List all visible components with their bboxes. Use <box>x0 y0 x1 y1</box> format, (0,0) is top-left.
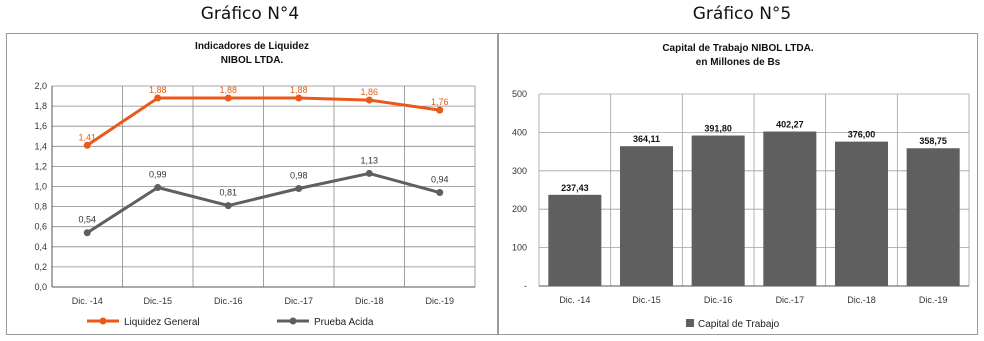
chart2-data-label: 364,11 <box>633 134 660 144</box>
chart1-data-label: 1,86 <box>360 87 378 97</box>
chart1-data-point <box>224 202 232 210</box>
chart2-data-label: 402,27 <box>776 120 804 130</box>
chart1-ytick-label: 0,4 <box>34 242 47 252</box>
chart2-bar <box>619 146 674 286</box>
chart1-ytick-label: 0,8 <box>34 202 47 212</box>
chart1-data-label: 0,99 <box>149 170 167 180</box>
chart1-xtick-label: Dic.-15 <box>143 296 172 306</box>
chart2-ytick-label: - <box>524 281 527 291</box>
chart1-data-point <box>295 94 303 102</box>
chart2-bar <box>906 148 960 286</box>
chart1-series-line-1 <box>86 171 441 234</box>
chart2-ytick-label: 300 <box>512 166 527 176</box>
chart1-title: Indicadores de Liquidez <box>195 41 309 52</box>
chart2-subtitle: en Millones de Bs <box>696 57 781 68</box>
chart2-legend-label: Capital de Trabajo <box>698 319 780 330</box>
chart1-data-point <box>83 229 91 237</box>
chart1-ytick-label: 0,6 <box>34 222 47 232</box>
chart2-xtick-label: Dic.-18 <box>847 295 876 305</box>
chart1-data-label: 1,13 <box>360 155 378 165</box>
chart1-xtick-label: Dic. -14 <box>72 296 103 306</box>
chart1-ytick-label: 0,2 <box>34 262 47 272</box>
liquidity-line-chart: Indicadores de Liquidez NIBOL LTDA. 0,0 0,2… <box>34 41 476 328</box>
chart1-ytick-label: 1,0 <box>34 182 47 192</box>
chart1-data-label: 1,76 <box>431 97 449 107</box>
chart1-data-point <box>365 169 373 177</box>
chart2-xtick-label: Dic. -14 <box>559 295 590 305</box>
chart2-data-label: 237,43 <box>561 183 589 193</box>
chart2-bar <box>834 141 889 286</box>
chart1-data-point <box>436 106 444 114</box>
chart1-ytick-label: 0,0 <box>34 282 47 292</box>
chart1-series-line-0 <box>86 96 440 147</box>
chart2-ytick-label: 400 <box>512 127 527 137</box>
chart1-data-label: 1,41 <box>78 132 96 142</box>
chart1-data-label: 1,88 <box>219 85 237 95</box>
chart1-xtick-label: Dic.-16 <box>214 296 243 306</box>
chart2-heading: Gráfico N°5 <box>692 4 792 24</box>
chart2-title: Capital de Trabajo NIBOL LTDA. <box>662 43 814 54</box>
chart1-legend-marker <box>289 317 297 325</box>
chart1-data-label: 0,81 <box>219 188 237 198</box>
chart2-ytick-label: 500 <box>512 89 527 99</box>
chart1-data-point <box>83 141 91 149</box>
working-capital-chart-frame: Capital de Trabajo NIBOL LTDA. en Millone… <box>498 33 978 335</box>
liquidity-chart-frame: Indicadores de Liquidez NIBOL LTDA. 0,0 0,2… <box>6 33 498 335</box>
chart1-ytick-label: 1,4 <box>34 141 47 151</box>
chart1-data-point <box>295 185 303 193</box>
chart1-data-label: 1,88 <box>149 85 167 95</box>
working-capital-bar-chart: Capital de Trabajo NIBOL LTDA. en Millone… <box>512 43 970 330</box>
chart1-xtick-label: Dic.-18 <box>355 296 384 306</box>
chart2-xtick-label: Dic.-17 <box>776 295 805 305</box>
chart1-data-point <box>154 184 162 192</box>
chart1-ytick-label: 1,8 <box>34 101 47 111</box>
chart1-ytick-label: 1,6 <box>34 121 47 131</box>
chart2-bar <box>691 135 745 286</box>
chart1-ytick-label: 1,2 <box>34 161 47 171</box>
chart1-data-point <box>154 94 162 102</box>
chart2-xtick-label: Dic.-16 <box>704 295 733 305</box>
chart1-data-label: 1,88 <box>290 85 308 95</box>
chart2-legend-swatch <box>686 319 694 327</box>
chart1-data-label: 0,54 <box>78 215 96 225</box>
chart1-data-label: 0,98 <box>290 171 308 181</box>
chart1-xtick-label: Dic.-19 <box>425 296 454 306</box>
chart1-data-label: 0,94 <box>431 175 449 185</box>
chart1-data-point <box>224 94 232 102</box>
chart1-heading: Gráfico N°4 <box>200 4 300 24</box>
chart1-legend-marker <box>99 317 107 325</box>
chart2-data-label: 391,80 <box>704 124 732 134</box>
chart2-bar <box>548 194 602 286</box>
chart2-bar <box>763 131 817 286</box>
chart1-subtitle: NIBOL LTDA. <box>221 55 284 66</box>
chart1-data-point <box>365 96 373 104</box>
chart2-ytick-label: 100 <box>512 243 527 253</box>
chart1-legend-label: Liquidez General <box>124 317 200 328</box>
chart1-legend-label: Prueba Acida <box>314 317 374 328</box>
chart1-xtick-label: Dic.-17 <box>284 296 313 306</box>
chart1-data-point <box>436 189 444 197</box>
chart1-ytick-label: 2,0 <box>34 81 47 91</box>
chart2-data-label: 358,75 <box>919 136 947 146</box>
chart2-ytick-label: 200 <box>512 204 527 214</box>
chart2-xtick-label: Dic.-19 <box>919 295 948 305</box>
chart2-data-label: 376,00 <box>848 130 876 140</box>
chart2-xtick-label: Dic.-15 <box>632 295 661 305</box>
